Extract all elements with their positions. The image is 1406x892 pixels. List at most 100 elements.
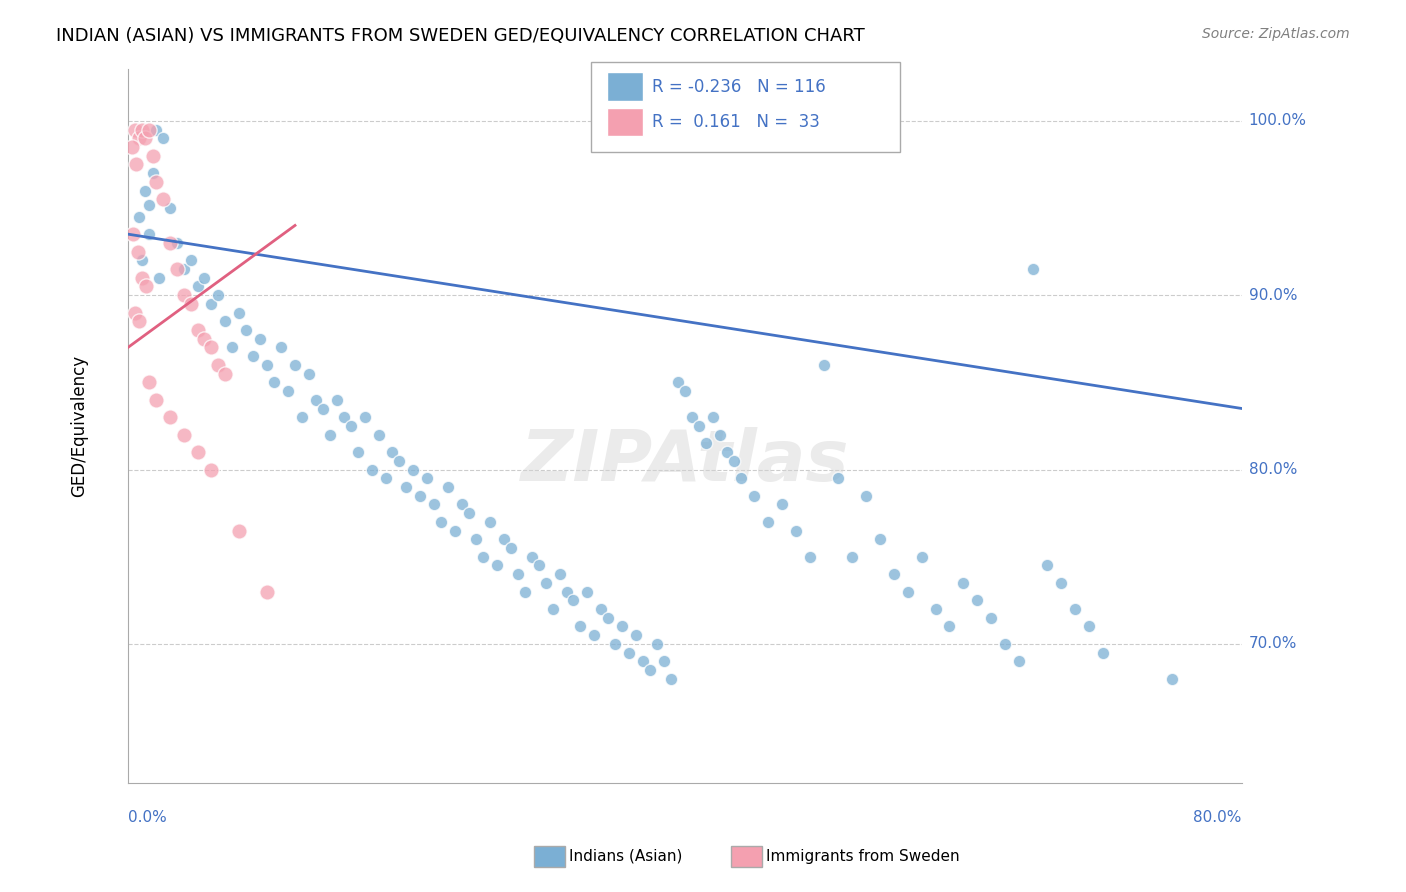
Point <box>744 489 766 503</box>
Point <box>332 410 354 425</box>
Point <box>1008 654 1031 668</box>
Point <box>121 140 143 154</box>
Text: ZIPAtlas: ZIPAtlas <box>520 427 849 496</box>
Point <box>127 244 149 259</box>
Point <box>159 201 181 215</box>
Text: Indians (Asian): Indians (Asian) <box>569 849 683 863</box>
Point <box>785 524 807 538</box>
Point <box>124 305 146 319</box>
Point <box>374 471 396 485</box>
Point <box>186 323 208 337</box>
Text: R =  0.161   N =  33: R = 0.161 N = 33 <box>652 113 820 131</box>
Point <box>645 637 668 651</box>
Point <box>605 637 627 651</box>
Point <box>617 646 640 660</box>
Point <box>326 392 349 407</box>
Point <box>152 192 174 206</box>
Point <box>897 584 920 599</box>
Point <box>624 628 647 642</box>
Text: R = -0.236   N = 116: R = -0.236 N = 116 <box>652 78 827 95</box>
Point <box>256 584 278 599</box>
Point <box>966 593 988 607</box>
Point <box>841 549 863 564</box>
Point <box>869 533 891 547</box>
Point <box>131 270 153 285</box>
Point <box>125 157 148 171</box>
Point <box>249 332 271 346</box>
Point <box>598 611 620 625</box>
Point <box>228 305 250 319</box>
Point <box>659 672 682 686</box>
Point <box>180 297 202 311</box>
Text: 100.0%: 100.0% <box>1249 113 1306 128</box>
Point <box>799 549 821 564</box>
Point <box>173 288 195 302</box>
Point <box>548 567 571 582</box>
Point <box>583 628 606 642</box>
Point <box>207 288 229 302</box>
Point <box>638 663 661 677</box>
Text: Immigrants from Sweden: Immigrants from Sweden <box>766 849 960 863</box>
Point <box>980 611 1002 625</box>
Point <box>388 454 411 468</box>
Point <box>612 619 634 633</box>
Point <box>1049 575 1071 590</box>
Point <box>478 515 501 529</box>
Point <box>159 410 181 425</box>
Point <box>883 567 905 582</box>
Point <box>270 341 292 355</box>
Point <box>124 122 146 136</box>
Text: 0.0%: 0.0% <box>128 810 167 824</box>
Point <box>381 445 404 459</box>
Point <box>138 197 160 211</box>
Point <box>730 471 752 485</box>
Text: INDIAN (ASIAN) VS IMMIGRANTS FROM SWEDEN GED/EQUIVALENCY CORRELATION CHART: INDIAN (ASIAN) VS IMMIGRANTS FROM SWEDEN… <box>56 27 865 45</box>
Point <box>214 314 236 328</box>
Point <box>128 314 150 328</box>
Point <box>200 297 222 311</box>
Point <box>159 235 181 250</box>
Point <box>952 575 974 590</box>
Point <box>465 533 488 547</box>
Point <box>1161 672 1184 686</box>
Point <box>1036 558 1059 573</box>
Point <box>228 524 250 538</box>
Point <box>134 184 156 198</box>
Point <box>631 654 654 668</box>
Point <box>813 358 835 372</box>
Point <box>173 262 195 277</box>
Point <box>506 567 529 582</box>
Point <box>485 558 508 573</box>
Point <box>527 558 550 573</box>
Point <box>166 262 188 277</box>
Point <box>673 384 696 398</box>
Point <box>688 419 710 434</box>
Point <box>319 427 342 442</box>
Point <box>166 235 188 250</box>
Point <box>193 270 215 285</box>
Point <box>186 445 208 459</box>
Point <box>214 367 236 381</box>
Point <box>186 279 208 293</box>
Point <box>200 462 222 476</box>
Point <box>681 410 703 425</box>
Point <box>235 323 257 337</box>
Point <box>173 427 195 442</box>
Point <box>256 358 278 372</box>
Point <box>716 445 738 459</box>
Point <box>591 602 613 616</box>
Point <box>128 210 150 224</box>
Point <box>416 471 439 485</box>
Point <box>444 524 467 538</box>
Point <box>284 358 307 372</box>
Point <box>652 654 675 668</box>
Point <box>994 637 1017 651</box>
Point <box>430 515 453 529</box>
Point <box>148 270 170 285</box>
Point <box>298 367 321 381</box>
Point <box>855 489 877 503</box>
Text: 80.0%: 80.0% <box>1249 462 1298 477</box>
Point <box>128 131 150 145</box>
Point <box>520 549 543 564</box>
Point <box>395 480 418 494</box>
